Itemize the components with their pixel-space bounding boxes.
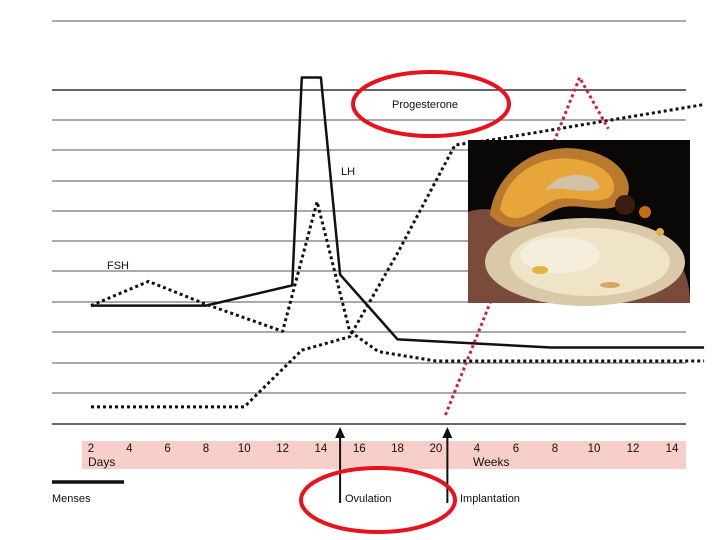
- implantation-arrow: [442, 427, 453, 503]
- x-tick-label: 16: [353, 443, 366, 455]
- x-axis-ticks: 2 4 6 8 10 12 14 16 18 20 4 6 8 10 12 14: [88, 443, 679, 455]
- x-tick-label: 6: [513, 443, 519, 455]
- fsh-line: [90, 200, 705, 363]
- x-tick-label: 12: [276, 443, 289, 455]
- ovulation-label: Ovulation: [345, 493, 391, 505]
- x-tick-label: 18: [391, 443, 404, 455]
- x-tick-label: 10: [238, 443, 251, 455]
- x-tick-label: 8: [203, 443, 209, 455]
- x-tick-label: 20: [429, 443, 442, 455]
- ovulation-arrow: [335, 427, 346, 503]
- x-tick-label: 14: [666, 443, 679, 455]
- lh-label: LH: [341, 166, 355, 178]
- progesterone-label: Progesterone: [392, 99, 458, 111]
- days-axis-label: Days: [88, 455, 115, 469]
- progesterone-highlight-circle: [351, 70, 511, 138]
- chart-gridlines: [52, 20, 686, 425]
- x-tick-label: 4: [474, 443, 481, 455]
- menses-label: Menses: [52, 493, 91, 505]
- x-tick-label: 14: [315, 443, 328, 455]
- x-tick-label: 12: [627, 443, 640, 455]
- x-tick-label: 10: [588, 443, 601, 455]
- x-tick-label: 2: [88, 443, 94, 455]
- implantation-label: Implantation: [460, 493, 520, 505]
- fsh-label: FSH: [107, 260, 129, 272]
- ovary-corpus-luteum-photo-icon: [468, 140, 690, 306]
- x-axis-band: [82, 441, 686, 469]
- x-tick-label: 8: [552, 443, 558, 455]
- x-tick-label: 4: [126, 443, 133, 455]
- weeks-axis-label: Weeks: [473, 455, 509, 469]
- ovulation-highlight-circle: [299, 466, 457, 534]
- lh-line: [91, 76, 705, 349]
- x-tick-label: 6: [164, 443, 170, 455]
